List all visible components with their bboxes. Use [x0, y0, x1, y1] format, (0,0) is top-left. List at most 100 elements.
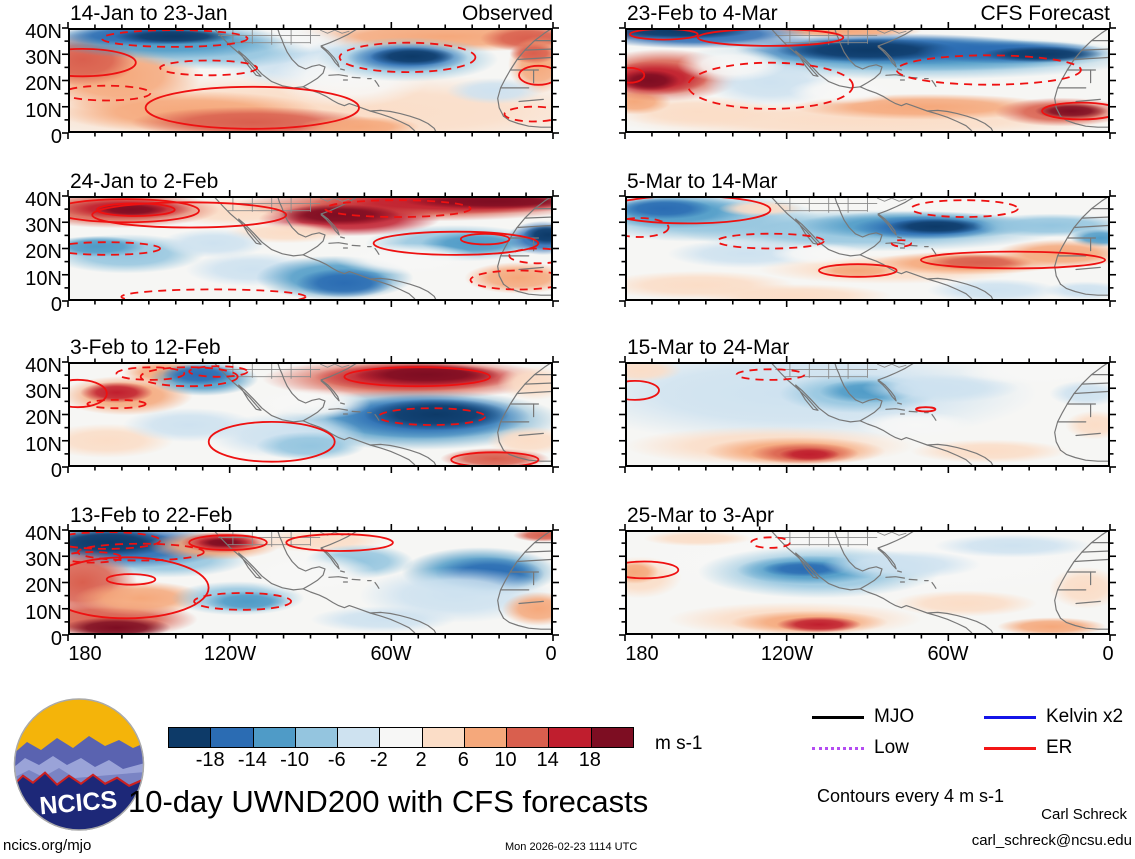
timestamp: Mon 2026-02-23 1114 UTC — [505, 841, 638, 853]
map-panel-forecast-2: 5-Mar to 14-Mar — [619, 170, 1116, 307]
colorbar-cell — [507, 728, 550, 747]
lat-tick-label: 30N — [25, 381, 62, 404]
lat-tick-label: 10N — [25, 601, 62, 624]
lat-tick-label: 30N — [25, 215, 62, 238]
colorbar-cells — [168, 727, 634, 748]
colorbar-tick-label: 18 — [578, 749, 601, 771]
lat-tick-label: 0 — [50, 293, 62, 316]
colorbar: -18 -14 -10 -6 -2 2 6 10 14 18 — [168, 727, 634, 773]
colorbar-cell — [591, 728, 633, 747]
low-line-swatch — [812, 746, 864, 750]
panel-date-range: 23-Feb to 4-Mar — [627, 2, 778, 25]
map-panel-observed-3: 3-Feb to 12-Feb 40N 30N 20N 10N 0 — [25, 336, 559, 481]
panel-date-range: 13-Feb to 22-Feb — [70, 504, 233, 527]
panel-date-range: 24-Jan to 2-Feb — [70, 170, 219, 193]
lat-axis-labels: 40N 30N 20N 10N 0 — [6, 190, 62, 315]
lon-tick-label: 120W — [203, 643, 257, 665]
lat-tick-label: 20N — [25, 241, 62, 264]
units-label: m s-1 — [655, 733, 703, 754]
legend-item-er: ER — [984, 737, 1072, 759]
colorbar-cell — [549, 728, 592, 747]
er-line-swatch — [984, 746, 1036, 750]
wind-anomaly-map — [62, 22, 559, 139]
colorbar-tick-label: 10 — [494, 749, 517, 771]
website-url: ncics.org/mjo — [3, 837, 92, 854]
colorbar-tick-labels: -18 -14 -10 -6 -2 2 6 10 14 18 — [168, 749, 632, 773]
lat-tick-label: 10N — [25, 433, 62, 456]
lat-tick-label: 20N — [25, 73, 62, 96]
colorbar-tick-label: -6 — [327, 749, 346, 771]
colorbar-tick-label: 2 — [415, 749, 427, 771]
lon-axis-labels-left: 180 120W 60W 0 — [68, 643, 557, 669]
lat-tick-label: 30N — [25, 47, 62, 70]
map-panel-forecast-1: 23-Feb to 4-Mar CFS Forecast — [619, 2, 1116, 139]
lat-tick-label: 40N — [25, 523, 62, 545]
lat-axis-labels: 40N 30N 20N 10N 0 — [6, 22, 62, 147]
lon-tick-label: 120W — [760, 643, 814, 665]
legend-label: ER — [1046, 737, 1073, 758]
lat-tick-label: 40N — [25, 189, 62, 211]
lat-tick-label: 0 — [50, 459, 62, 482]
map-panel-forecast-4: 25-Mar to 3-Apr — [619, 504, 1116, 641]
map-panel-observed-4: 13-Feb to 22-Feb 40N 30N 20N 10N 0 — [25, 504, 559, 649]
map-panel-observed-1: 14-Jan to 23-Jan Observed 40N 30N 20N 10N 0 — [25, 2, 559, 147]
lat-axis-labels: 40N 30N 20N 10N 0 — [6, 356, 62, 481]
map-panel-forecast-3: 15-Mar to 24-Mar — [619, 336, 1116, 473]
colorbar-tick-label: -10 — [280, 749, 309, 771]
wind-anomaly-map — [62, 524, 559, 641]
lat-tick-label: 10N — [25, 99, 62, 122]
wind-anomaly-map — [619, 190, 1116, 307]
lon-tick-label: 60W — [927, 643, 969, 665]
wind-anomaly-map — [62, 356, 559, 473]
colorbar-cell — [422, 728, 465, 747]
panel-date-range: 5-Mar to 14-Mar — [627, 170, 778, 193]
colorbar-cell — [338, 728, 381, 747]
lat-tick-label: 0 — [50, 125, 62, 148]
contour-legend: MJO Kelvin x2 Low ER — [812, 706, 1132, 766]
lat-tick-label: 20N — [25, 407, 62, 430]
legend-label: MJO — [874, 706, 915, 727]
kelvin-line-swatch — [984, 715, 1036, 719]
colorbar-cell — [380, 728, 423, 747]
colorbar-tick-label: -18 — [195, 749, 225, 771]
legend-item-low: Low — [812, 737, 909, 759]
legend-item-kelvin: Kelvin x2 — [984, 706, 1123, 728]
legend-label: Kelvin x2 — [1046, 706, 1124, 727]
colorbar-tick-label: -14 — [237, 749, 267, 771]
lat-tick-label: 10N — [25, 267, 62, 290]
ncics-logo: NCICS — [13, 698, 145, 831]
legend-label: Low — [874, 737, 909, 758]
panel-date-range: 15-Mar to 24-Mar — [627, 336, 790, 359]
colorbar-tick-label: -2 — [370, 749, 388, 771]
figure-title: 10-day UWND200 with CFS forecasts — [128, 784, 649, 819]
wind-anomaly-map — [619, 524, 1116, 641]
colorbar-cell — [211, 728, 254, 747]
lon-tick-label: 180 — [625, 643, 659, 665]
lat-tick-label: 0 — [50, 627, 62, 650]
colorbar-cell — [253, 728, 296, 747]
wind-anomaly-map — [62, 190, 559, 307]
map-panel-observed-2: 24-Jan to 2-Feb 40N 30N 20N 10N 0 — [25, 170, 559, 315]
lat-tick-label: 40N — [25, 21, 62, 43]
panel-source-label: CFS Forecast — [980, 2, 1110, 25]
mjo-line-swatch — [812, 715, 864, 719]
colorbar-tick-label: 14 — [536, 749, 559, 771]
author-email: carl_schreck@ncsu.edu — [971, 832, 1132, 849]
wind-anomaly-map — [619, 356, 1116, 473]
lat-tick-label: 40N — [25, 355, 62, 377]
lon-tick-label: 60W — [370, 643, 412, 665]
colorbar-cell — [169, 728, 212, 747]
lon-axis-labels-right: 180 120W 60W 0 — [625, 643, 1113, 669]
wind-anomaly-map — [619, 22, 1116, 139]
lat-tick-label: 20N — [25, 575, 62, 598]
colorbar-cell — [295, 728, 339, 747]
lon-tick-label: 0 — [545, 643, 557, 665]
panel-date-range: 3-Feb to 12-Feb — [70, 336, 221, 359]
lon-tick-label: 180 — [68, 643, 102, 665]
colorbar-tick-label: 6 — [457, 749, 469, 771]
panel-date-range: 14-Jan to 23-Jan — [70, 2, 228, 25]
author-credit: Carl Schreck — [1041, 806, 1127, 823]
lat-axis-labels: 40N 30N 20N 10N 0 — [6, 524, 62, 649]
colorbar-cell — [464, 728, 508, 747]
